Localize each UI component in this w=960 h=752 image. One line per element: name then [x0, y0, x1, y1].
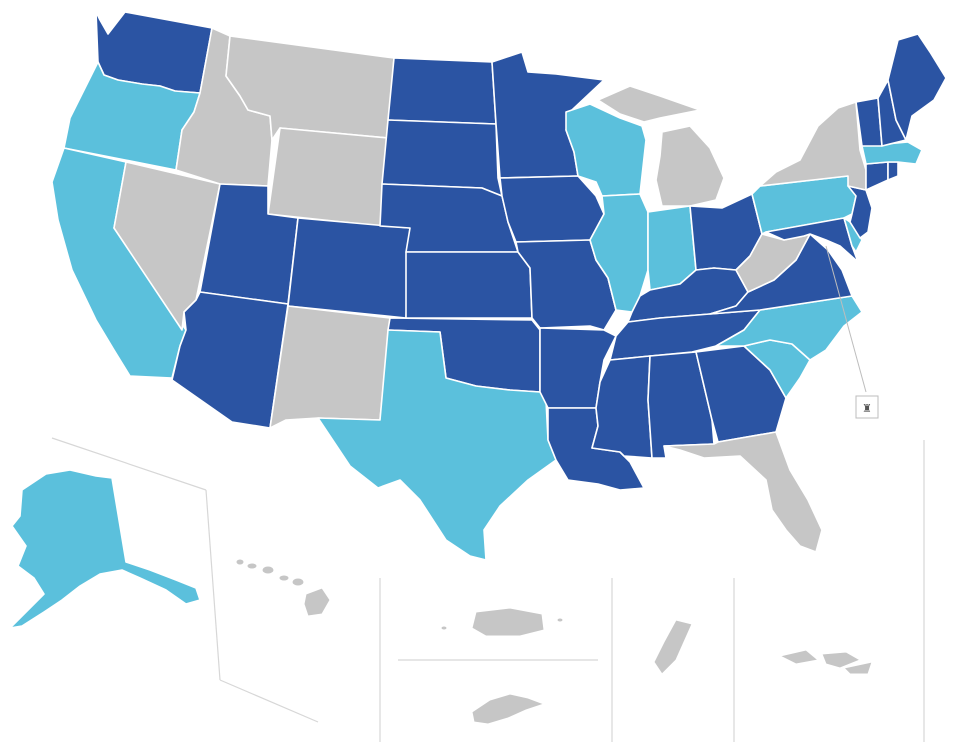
dc-marker[interactable]: ♜ — [825, 245, 879, 419]
state-hawaii[interactable] — [235, 558, 331, 617]
state-colorado[interactable] — [287, 217, 411, 319]
state-michigan-upper[interactable] — [597, 85, 701, 123]
state-florida[interactable] — [663, 431, 823, 553]
state-new-mexico[interactable] — [269, 305, 391, 429]
state-delaware[interactable] — [843, 217, 863, 253]
state-rhode-island[interactable] — [887, 161, 899, 181]
state-wyoming[interactable] — [267, 127, 389, 227]
territory-guam[interactable] — [653, 619, 693, 675]
state-massachusetts[interactable] — [861, 141, 923, 165]
state-new-york[interactable] — [759, 101, 867, 191]
state-illinois[interactable] — [589, 193, 649, 313]
dc-marker-symbol: ♜ — [862, 402, 872, 415]
state-arizona[interactable] — [171, 291, 289, 429]
state-kansas[interactable] — [405, 251, 533, 319]
territory-american-samoa[interactable] — [471, 693, 546, 725]
territory-puerto-rico-islet-west — [440, 625, 448, 631]
state-maine[interactable] — [887, 33, 947, 141]
state-iowa[interactable] — [499, 175, 605, 243]
state-connecticut[interactable] — [865, 161, 889, 191]
state-alaska[interactable] — [9, 469, 201, 629]
territory-puerto-rico-islet-east — [556, 617, 564, 623]
state-north-dakota[interactable] — [387, 57, 497, 125]
territory-virgin-islands[interactable] — [778, 649, 873, 675]
state-michigan[interactable] — [655, 125, 725, 207]
inset-dividers — [51, 437, 925, 742]
state-texas[interactable] — [317, 329, 557, 561]
state-north-carolina[interactable] — [715, 295, 863, 361]
state-new-jersey[interactable] — [847, 185, 873, 239]
territory-puerto-rico[interactable] — [471, 607, 545, 637]
